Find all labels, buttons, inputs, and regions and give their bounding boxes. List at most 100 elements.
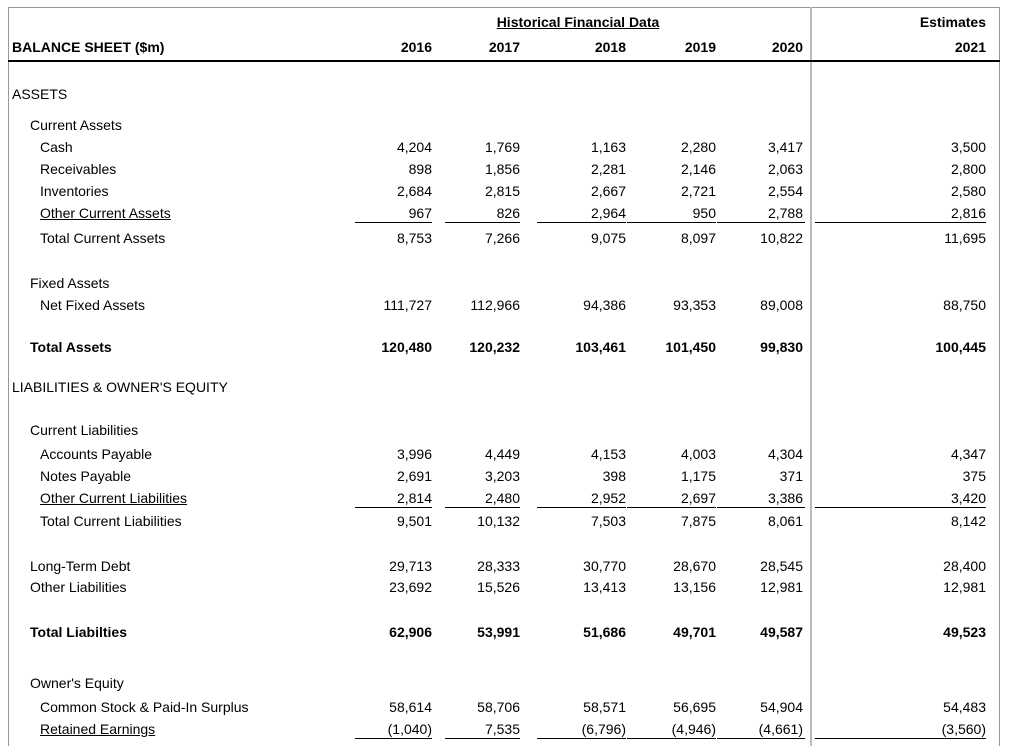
year-header: 2019 [684,39,716,55]
cell-value: 10,822 [760,230,803,246]
cell-value: 62,906 [389,624,432,640]
row-label: Receivables [40,161,117,177]
cell-value: 2,697 [680,490,716,506]
cell-value: (6,796) [581,721,626,737]
cell-value: 3,420 [950,490,986,506]
cell-value: 28,670 [673,558,716,574]
cell-value: 7,266 [484,230,520,246]
underline [355,507,432,508]
row-label: Owner's Equity [30,675,124,691]
cell-value: 7,875 [680,513,716,529]
row-label: Total Assets [30,339,112,355]
row-label: Other Current Liabilities [40,490,188,506]
cell-value: 8,061 [767,513,803,529]
cell-value: 4,204 [396,139,432,155]
row-label: Inventories [40,183,109,199]
cell-value: (4,946) [671,721,716,737]
cell-value: 8,142 [950,513,986,529]
cell-value: 826 [496,205,520,221]
cell-value: 103,461 [575,339,626,355]
cell-value: 2,063 [767,161,803,177]
row-label: LIABILITIES & OWNER'S EQUITY [12,379,228,395]
cell-value: 11,695 [944,230,986,246]
cell-value: 3,203 [484,468,520,484]
cell-value: 2,480 [484,490,520,506]
cell-value: 23,692 [389,579,432,595]
underline [445,507,520,508]
cell-value: 29,713 [389,558,432,574]
cell-value: 99,830 [760,339,803,355]
cell-value: 88,750 [943,297,986,313]
cell-value: 1,175 [680,468,716,484]
row-label: Retained Earnings [40,721,156,737]
cell-value: 12,981 [943,579,986,595]
row-label: Net Fixed Assets [40,297,146,313]
cell-value: 3,996 [396,446,432,462]
cell-value: 49,701 [673,624,716,640]
cell-value: 1,769 [484,139,520,155]
cell-value: 120,232 [469,339,520,355]
underline [815,222,986,223]
cell-value: 4,304 [767,446,803,462]
cell-value: 13,413 [583,579,626,595]
row-label: Total Liabilties [30,624,127,640]
cell-value: 4,003 [680,446,716,462]
sheet-title: BALANCE SHEET ($m) [12,39,165,55]
border [999,7,1000,746]
cell-value: 51,686 [583,624,626,640]
cell-value: 7,503 [590,513,626,529]
cell-value: 2,964 [590,205,626,221]
cell-value: 7,535 [484,721,520,737]
cell-value: 898 [408,161,432,177]
row-label: Current Assets [30,117,122,133]
underline [717,507,805,508]
underline [815,507,986,508]
cell-value: 10,132 [477,513,520,529]
underline [537,222,626,223]
cell-value: 371 [779,468,803,484]
cell-value: (1,040) [387,721,432,737]
cell-value: 15,526 [477,579,520,595]
row-label: Total Current Liabilities [40,513,182,529]
cell-value: (4,661) [758,721,803,737]
group-title: Historical Financial Data [496,14,660,30]
underline [815,738,986,739]
cell-value: 2,667 [590,183,626,199]
underline [627,738,716,739]
row-label: Total Current Assets [40,230,166,246]
underline [717,222,805,223]
border [8,7,1000,8]
divider [810,7,812,746]
cell-value: 58,614 [389,699,432,715]
cell-value: 100,445 [935,339,986,355]
underline [445,222,520,223]
cell-value: 2,554 [767,183,803,199]
cell-value: 28,333 [477,558,520,574]
underline [717,738,805,739]
cell-value: 54,483 [943,699,986,715]
row-label: Fixed Assets [30,275,110,291]
cell-value: 3,386 [767,490,803,506]
cell-value: 93,353 [673,297,716,313]
cell-value: 58,571 [583,699,626,715]
cell-value: 28,545 [760,558,803,574]
row-label: Common Stock & Paid-In Surplus [40,699,249,715]
underline [445,738,520,739]
cell-value: 3,500 [950,139,986,155]
cell-value: 2,580 [950,183,986,199]
year-header: 2018 [594,39,626,55]
underline [537,738,626,739]
cell-value: 54,904 [760,699,803,715]
header-rule [8,60,1000,62]
cell-value: 8,097 [680,230,716,246]
row-label: Other Liabilities [30,579,127,595]
cell-value: 120,480 [381,339,432,355]
underline [537,507,626,508]
cell-value: 2,721 [680,183,716,199]
underline [355,738,432,739]
cell-value: 375 [962,468,986,484]
cell-value: 30,770 [583,558,626,574]
cell-value: 4,153 [590,446,626,462]
underline [355,222,432,223]
